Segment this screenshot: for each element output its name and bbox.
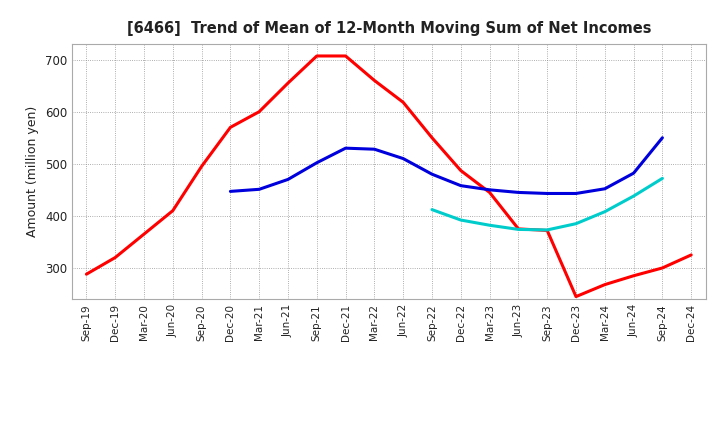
3 Years (658, 265, 667, 271)
7 Years (658, 176, 667, 181)
3 Years (514, 226, 523, 231)
5 Years (514, 190, 523, 195)
3 Years (284, 81, 292, 86)
5 Years (456, 183, 465, 188)
3 Years (341, 53, 350, 59)
Title: [6466]  Trend of Mean of 12-Month Moving Sum of Net Incomes: [6466] Trend of Mean of 12-Month Moving … (127, 21, 651, 36)
5 Years (572, 191, 580, 196)
Y-axis label: Amount (million yen): Amount (million yen) (27, 106, 40, 237)
3 Years (687, 252, 696, 257)
5 Years (629, 171, 638, 176)
Legend: 3 Years, 5 Years, 7 Years, 10 Years: 3 Years, 5 Years, 7 Years, 10 Years (184, 438, 593, 440)
3 Years (456, 168, 465, 173)
7 Years (514, 227, 523, 232)
3 Years (485, 190, 494, 195)
7 Years (629, 194, 638, 199)
7 Years (600, 209, 609, 214)
3 Years (82, 271, 91, 277)
5 Years (399, 156, 408, 161)
5 Years (600, 186, 609, 191)
Line: 7 Years: 7 Years (432, 178, 662, 230)
7 Years (543, 227, 552, 233)
Line: 3 Years: 3 Years (86, 56, 691, 297)
5 Years (226, 189, 235, 194)
3 Years (428, 135, 436, 140)
3 Years (629, 273, 638, 279)
3 Years (255, 109, 264, 114)
3 Years (312, 53, 321, 59)
3 Years (168, 208, 177, 213)
3 Years (140, 231, 148, 237)
3 Years (370, 78, 379, 83)
3 Years (226, 125, 235, 130)
5 Years (341, 146, 350, 151)
3 Years (572, 294, 580, 299)
7 Years (456, 217, 465, 223)
5 Years (543, 191, 552, 196)
3 Years (197, 164, 206, 169)
7 Years (428, 207, 436, 212)
3 Years (399, 100, 408, 105)
3 Years (600, 282, 609, 287)
Line: 5 Years: 5 Years (230, 138, 662, 194)
5 Years (658, 135, 667, 140)
7 Years (485, 223, 494, 228)
5 Years (428, 172, 436, 177)
3 Years (111, 255, 120, 260)
5 Years (312, 160, 321, 165)
5 Years (255, 187, 264, 192)
5 Years (284, 177, 292, 182)
5 Years (370, 147, 379, 152)
5 Years (485, 187, 494, 192)
3 Years (543, 228, 552, 233)
7 Years (572, 221, 580, 226)
